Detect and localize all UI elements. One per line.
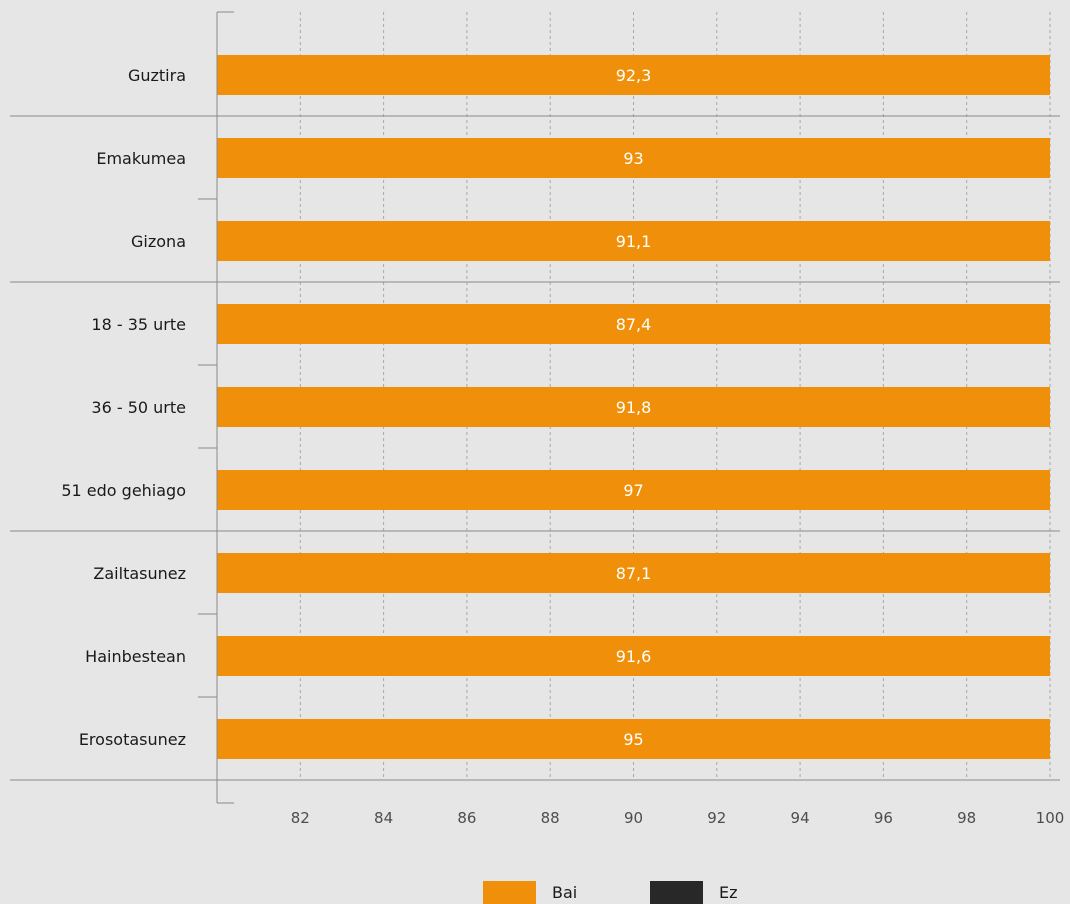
legend-swatch-bai: [483, 881, 536, 904]
x-tick-label-92: 92: [707, 809, 726, 827]
category-label-1: Emakumea: [96, 149, 186, 168]
bar-bai-4: [217, 387, 1050, 427]
x-tick-label-88: 88: [541, 809, 560, 827]
data-label-bai-1: 93: [623, 149, 643, 168]
x-tick-label-82: 82: [291, 809, 310, 827]
legend-swatch-ez: [650, 881, 703, 904]
legend-label-bai: Bai: [552, 883, 577, 902]
category-label-6: Zailtasunez: [93, 564, 186, 583]
bar-bai-7: [217, 636, 1050, 676]
bar-bai-6: [217, 553, 1050, 593]
x-tick-label-94: 94: [791, 809, 810, 827]
bars: 92,37,793791,18,987,412,691,88,297387,11…: [217, 55, 1050, 759]
data-label-bai-4: 91,8: [616, 398, 652, 417]
x-tick-label-100: 100: [1036, 809, 1065, 827]
axes: 82 84 86 88 90 92 94 96 98 100 Guztira Emakumea Gizo…: [10, 11, 1065, 827]
legend: Bai Ez: [483, 881, 738, 904]
data-label-bai-7: 91,6: [616, 647, 652, 666]
bar-bai-5: [217, 470, 1050, 510]
bar-bai-0: [217, 55, 1050, 95]
x-tick-label-98: 98: [957, 809, 976, 827]
bar-bai-2: [217, 221, 1050, 261]
x-tick-label-84: 84: [374, 809, 393, 827]
bar-bai-8: [217, 719, 1050, 759]
data-label-bai-5: 97: [623, 481, 643, 500]
category-label-2: Gizona: [131, 232, 186, 251]
category-label-5: 51 edo gehiago: [61, 481, 186, 500]
x-tick-label-90: 90: [624, 809, 643, 827]
data-label-bai-0: 92,3: [616, 66, 652, 85]
category-label-3: 18 - 35 urte: [91, 315, 186, 334]
data-label-bai-8: 95: [623, 730, 643, 749]
category-label-7: Hainbestean: [85, 647, 186, 666]
legend-label-ez: Ez: [719, 883, 738, 902]
x-tick-label-96: 96: [874, 809, 893, 827]
bar-bai-3: [217, 304, 1050, 344]
data-label-bai-6: 87,1: [616, 564, 652, 583]
x-tick-label-86: 86: [457, 809, 476, 827]
category-label-0: Guztira: [128, 66, 186, 85]
category-label-8: Erosotasunez: [79, 730, 186, 749]
bar-bai-1: [217, 138, 1050, 178]
data-label-bai-2: 91,1: [616, 232, 652, 251]
category-label-4: 36 - 50 urte: [91, 398, 186, 417]
data-label-bai-3: 87,4: [616, 315, 652, 334]
